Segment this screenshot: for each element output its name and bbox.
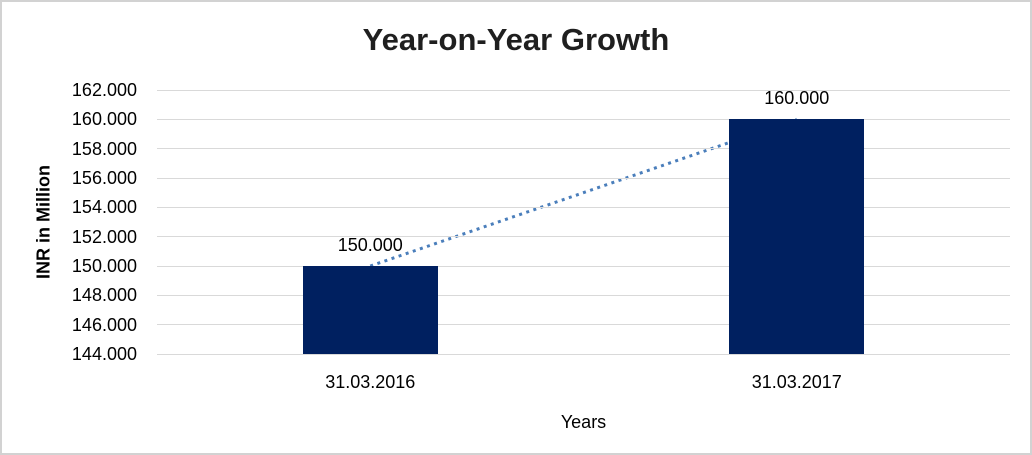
- y-tick-label: 146.000: [71, 314, 137, 335]
- gridline: [157, 118, 1010, 120]
- y-tick-label: 148.000: [71, 285, 137, 306]
- gridline: [157, 353, 1010, 355]
- x-tick-label: 31.03.2017: [751, 372, 842, 392]
- gridline: [157, 294, 1010, 296]
- gridline: [157, 89, 1010, 91]
- trendline: [369, 117, 798, 268]
- y-tick-label: 144.000: [71, 344, 137, 364]
- x-axis-title: Years: [560, 412, 607, 432]
- trendline-layer: [369, 117, 798, 268]
- gridline: [157, 177, 1010, 179]
- bar-value-label: 150.000: [337, 235, 403, 255]
- y-tick-label: 156.000: [71, 168, 137, 188]
- y-tick-label: 162.000: [71, 80, 137, 100]
- y-tick-label: 158.000: [71, 138, 137, 159]
- bar-value-label: 160.000: [764, 88, 830, 109]
- plot-area: 150.000 160.000: [157, 88, 1010, 355]
- x-tick-label: 31.03.2016: [325, 372, 416, 392]
- y-tick-label: 160.000: [71, 109, 137, 130]
- bar: [302, 266, 438, 354]
- gridline: [157, 148, 1010, 150]
- gridline: [157, 265, 1010, 267]
- gridline: [157, 236, 1010, 238]
- x-axis-tick-labels: 31.03.2016 31.03.2017: [157, 372, 1010, 394]
- y-axis-tick-labels: 144.000 146.000 148.000 150.000 152.000 154.0…: [40, 80, 147, 364]
- chart-title: Year-on-Year Growth: [362, 22, 670, 57]
- y-tick-label: 154.000: [71, 197, 137, 218]
- gridline: [157, 324, 1010, 326]
- gridline: [157, 206, 1010, 208]
- y-tick-label: 152.000: [71, 226, 137, 247]
- bar: [729, 119, 865, 354]
- y-tick-label: 150.000: [71, 256, 137, 276]
